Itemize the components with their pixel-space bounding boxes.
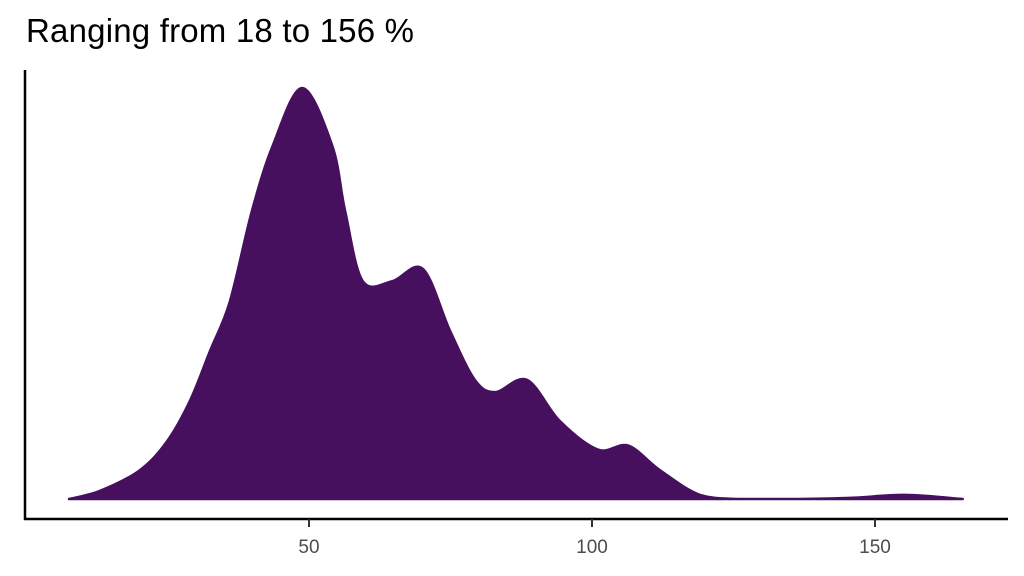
- x-tick-label: 100: [576, 537, 608, 558]
- x-tick-label: 50: [298, 537, 319, 558]
- x-axis-ticks: 50 100 150: [298, 519, 891, 558]
- x-tick-label: 150: [859, 537, 891, 558]
- chart-title: Ranging from 18 to 156 %: [26, 12, 415, 49]
- density-area: [67, 86, 964, 501]
